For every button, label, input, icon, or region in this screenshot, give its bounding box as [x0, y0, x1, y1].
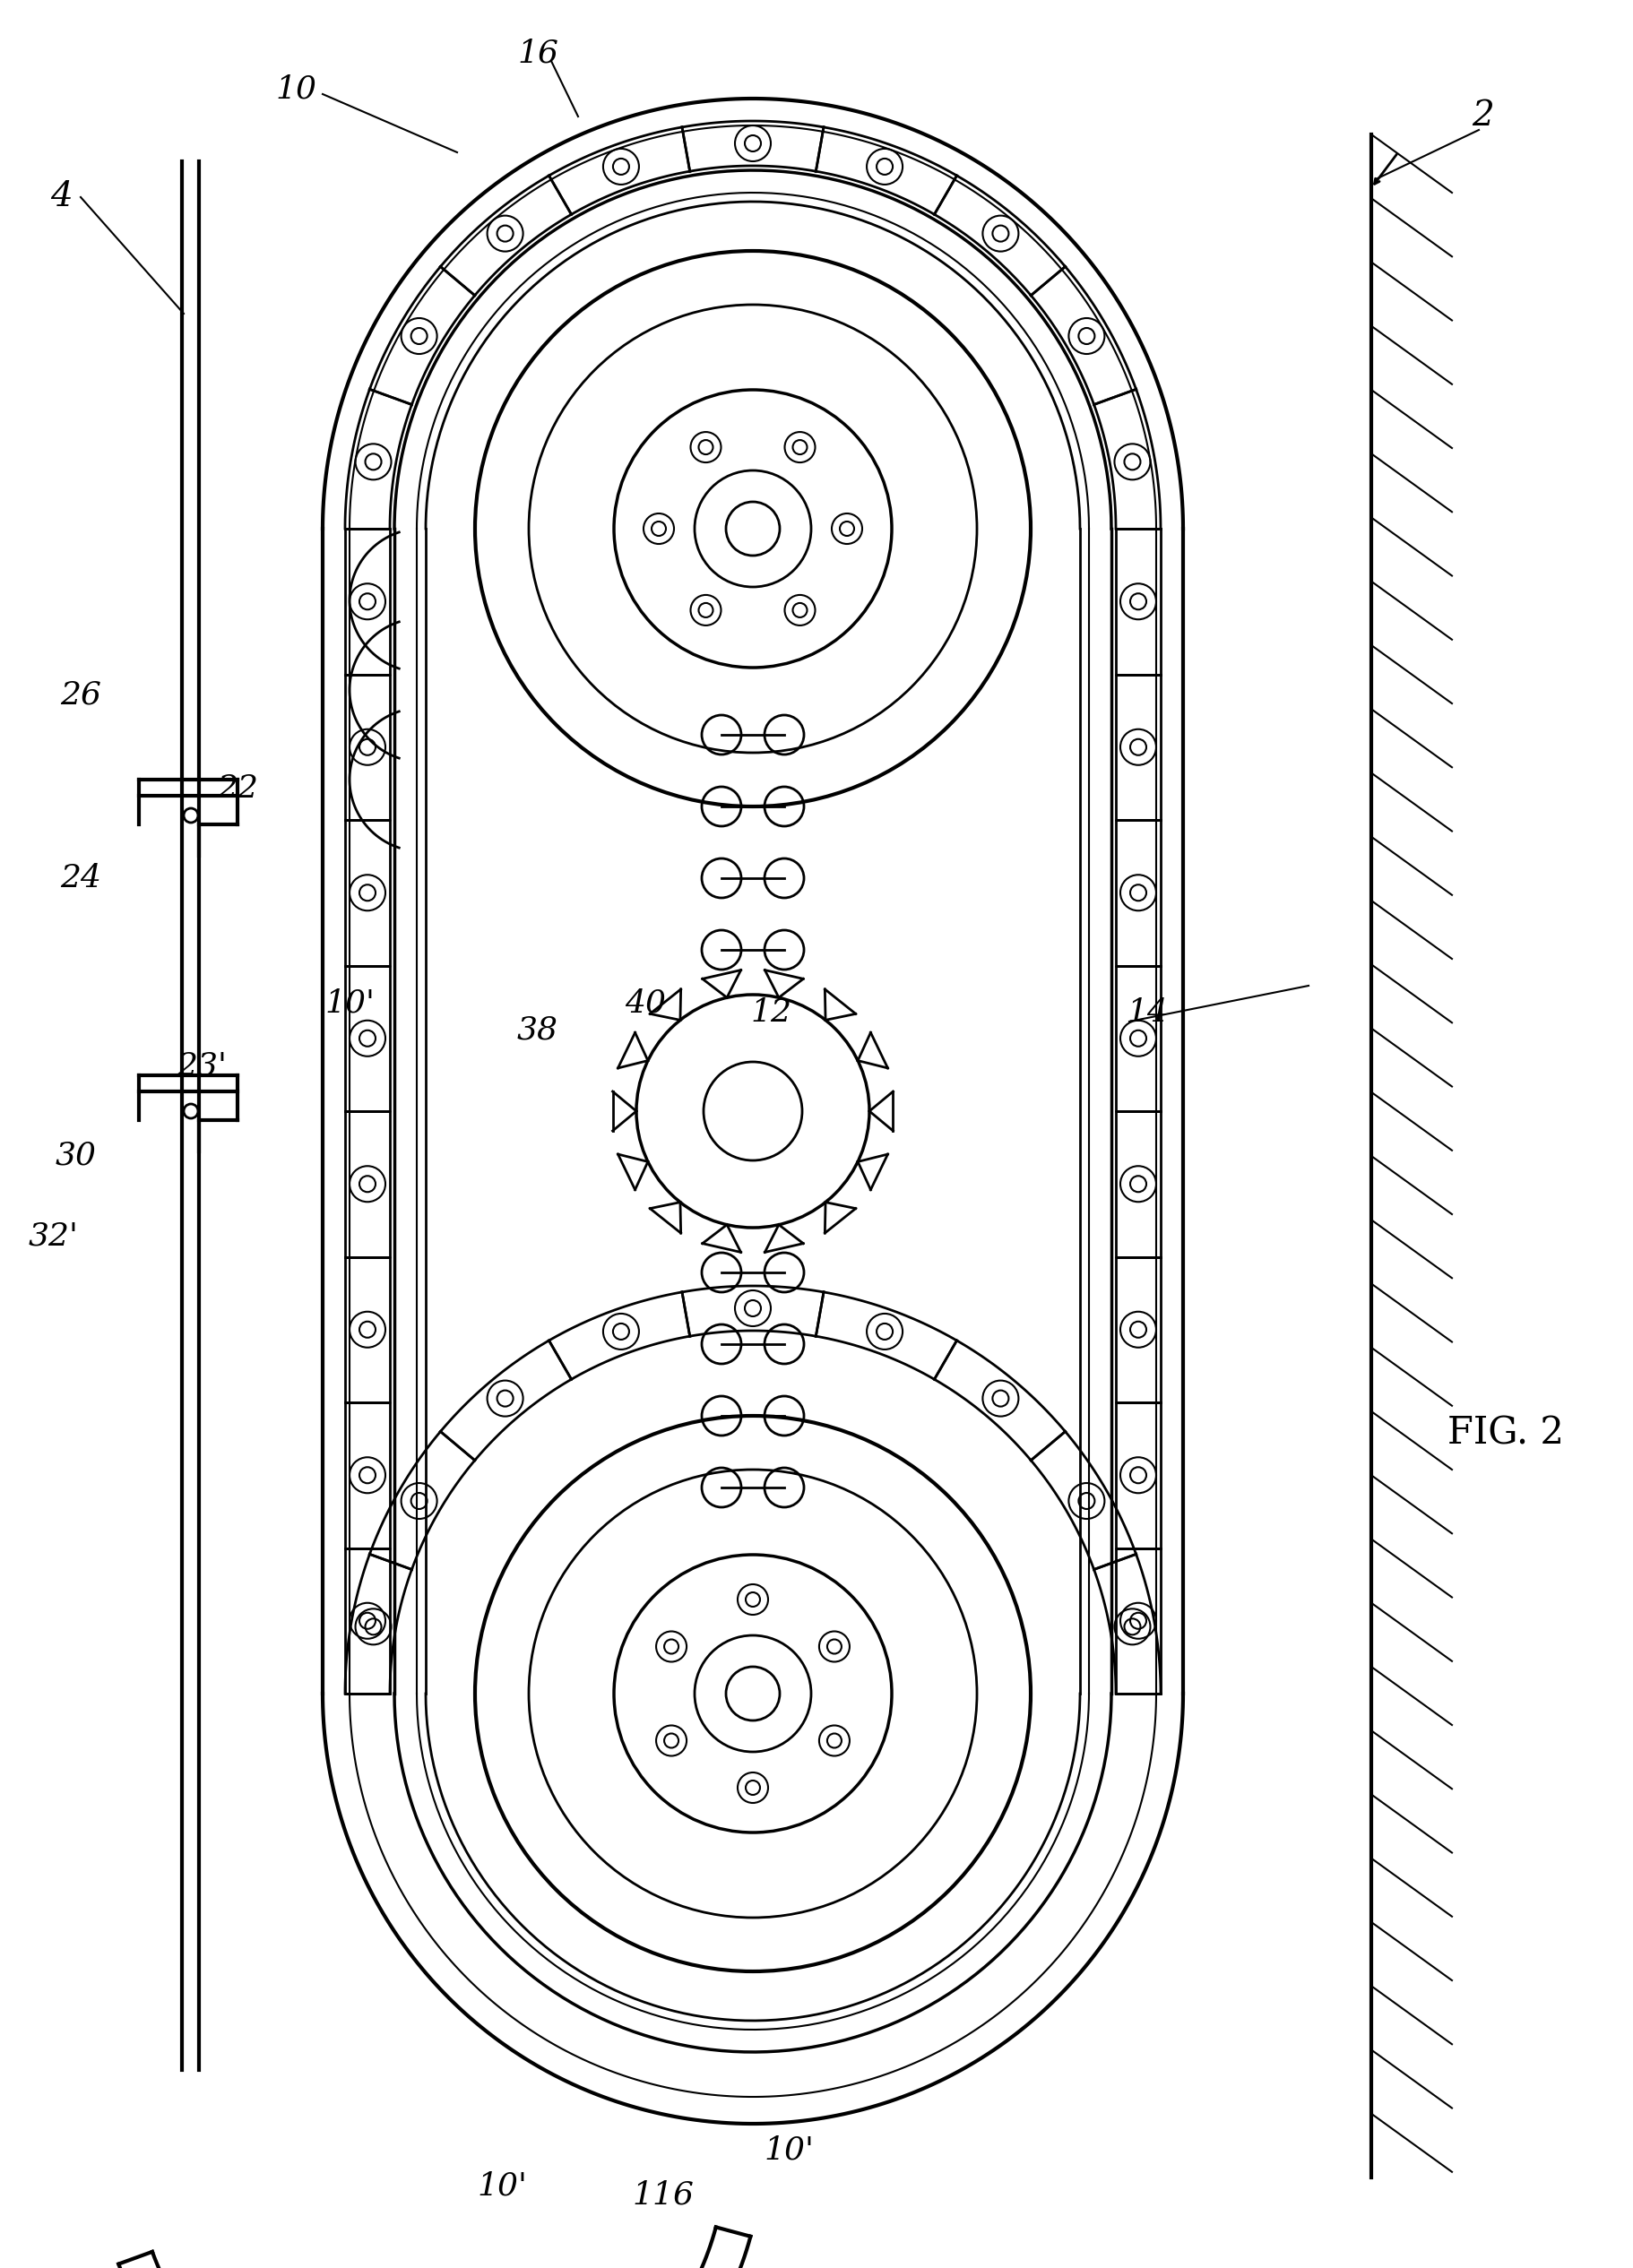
Text: 38: 38 [518, 1016, 558, 1046]
Text: 22: 22 [217, 773, 258, 803]
Text: FIG. 2: FIG. 2 [1447, 1415, 1564, 1452]
Text: 10: 10 [274, 75, 317, 104]
Text: 116: 116 [632, 2180, 694, 2211]
Text: 32': 32' [29, 1222, 78, 1252]
Text: 10': 10' [325, 989, 374, 1018]
Text: 24: 24 [60, 862, 101, 894]
Text: 10': 10' [764, 2136, 813, 2166]
Text: 16: 16 [518, 39, 558, 68]
Text: 14: 14 [1127, 998, 1168, 1027]
Text: 10': 10' [477, 2170, 527, 2202]
Text: 2: 2 [1473, 100, 1494, 134]
Text: 4: 4 [51, 181, 72, 213]
Text: 23': 23' [176, 1050, 227, 1082]
Text: 40: 40 [625, 989, 666, 1018]
Text: 26: 26 [60, 678, 101, 710]
Text: 30: 30 [56, 1141, 96, 1170]
Text: 12: 12 [750, 998, 792, 1027]
